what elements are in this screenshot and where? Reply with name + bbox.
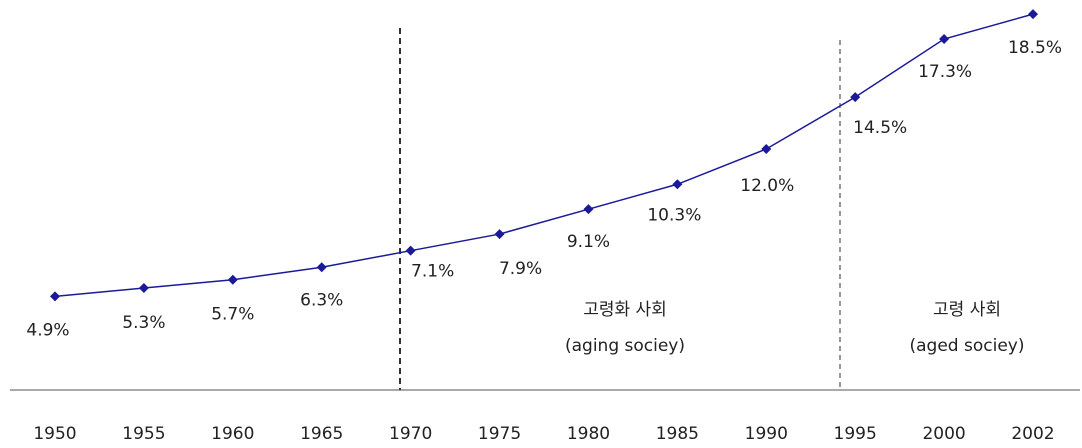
marker xyxy=(316,262,327,273)
marker xyxy=(138,283,149,294)
x-tick-label: 1970 xyxy=(389,424,432,444)
marker xyxy=(405,245,416,256)
x-tick-label: 1960 xyxy=(211,424,254,444)
data-label: 18.5% xyxy=(1008,38,1062,58)
x-tick-label: 1995 xyxy=(834,424,877,444)
marker xyxy=(939,34,950,45)
x-tick-label: 1955 xyxy=(122,424,165,444)
data-label: 17.3% xyxy=(918,62,972,82)
marker xyxy=(761,144,772,154)
x-tick-label: 1980 xyxy=(567,424,610,444)
x-tick-label: 2000 xyxy=(922,424,965,444)
annotation: 고령 사회 xyxy=(933,300,1001,320)
x-tick-label: 2002 xyxy=(1011,424,1054,444)
data-label: 7.1% xyxy=(411,262,454,282)
annotation: (aging sociey) xyxy=(565,336,685,356)
marker xyxy=(494,229,505,240)
marker xyxy=(227,274,238,285)
x-tick-label: 1985 xyxy=(656,424,699,444)
data-label: 7.9% xyxy=(499,259,542,279)
data-label: 9.1% xyxy=(567,232,610,252)
data-label: 6.3% xyxy=(300,290,343,310)
x-tick-label: 1950 xyxy=(33,424,76,444)
marker xyxy=(1028,9,1038,20)
x-tick-label: 1965 xyxy=(300,424,343,444)
data-label: 5.3% xyxy=(122,313,165,333)
marker xyxy=(50,291,60,302)
line xyxy=(54,13,1034,298)
data-label: 10.3% xyxy=(647,205,701,225)
data-label: 12.0% xyxy=(740,176,794,196)
x-tick-label: 1975 xyxy=(478,424,521,444)
marker xyxy=(672,179,683,190)
annotation: (aged sociey) xyxy=(910,336,1025,356)
data-label: 14.5% xyxy=(853,118,907,138)
marker xyxy=(583,204,594,215)
x-tick-label: 1990 xyxy=(745,424,788,444)
data-label: 5.7% xyxy=(211,305,254,325)
marker xyxy=(850,92,861,103)
data-label: 4.9% xyxy=(26,320,69,340)
annotation: 고령화 사회 xyxy=(583,300,667,320)
